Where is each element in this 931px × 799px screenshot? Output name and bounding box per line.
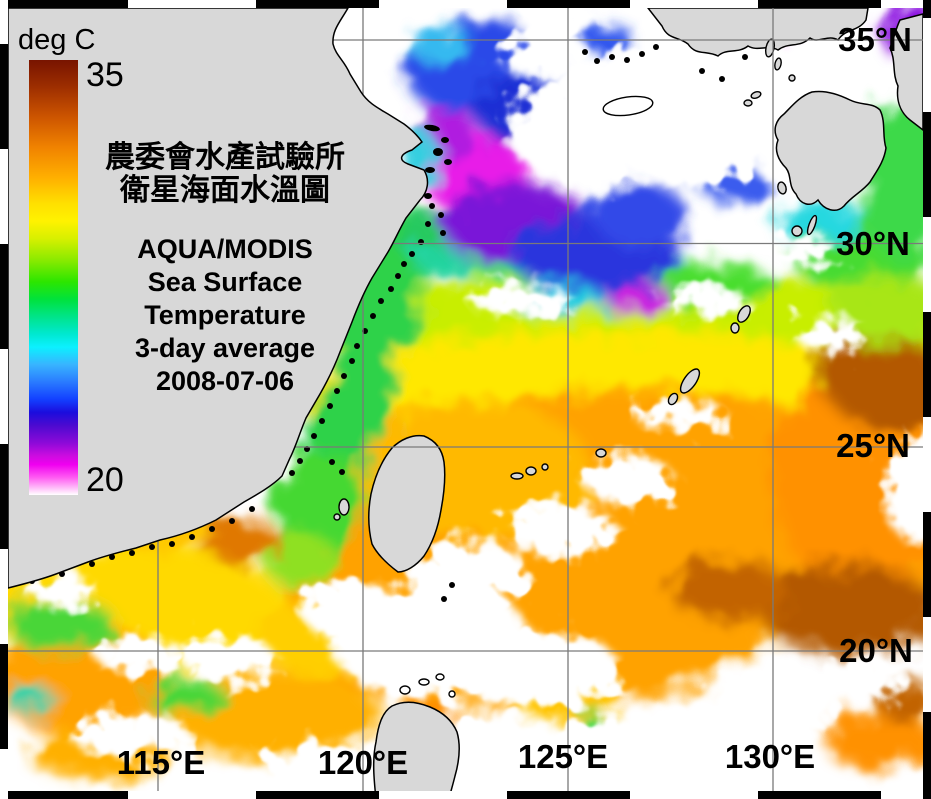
title-product-line2: Temperature	[144, 300, 306, 330]
map-frame-top	[0, 0, 931, 8]
lon-label-115e: 115°E	[116, 744, 206, 781]
lat-label-30n: 30°N	[836, 225, 910, 262]
cloud-nodata-patches	[25, 6, 931, 795]
lat-label-25n: 25°N	[836, 427, 910, 464]
colorbar-units-label: deg C	[18, 24, 96, 56]
lat-label-35n: 35°N	[838, 21, 912, 58]
land-taiwan	[368, 434, 446, 573]
title-zh-line2: 衛星海面水溫圖	[120, 174, 330, 207]
lon-label-125e: 125°E	[517, 738, 609, 775]
map-frame-left	[0, 0, 8, 799]
map-frame-right	[923, 0, 931, 799]
land-honshu	[889, 13, 924, 132]
title-date: 2008-07-06	[155, 366, 295, 396]
colorbar-max-label: 35	[86, 56, 124, 94]
land-china	[7, 7, 429, 589]
temperature-colorbar	[29, 60, 78, 495]
title-zh-line1: 農委會水產試驗所	[105, 141, 345, 174]
land-islands	[368, 7, 924, 799]
lon-label-130e: 130°E	[724, 738, 816, 775]
colorbar-min-label: 20	[86, 461, 124, 499]
lat-label-20n: 20°N	[839, 632, 913, 669]
lon-label-120e: 120°E	[317, 744, 409, 781]
land-luzon	[372, 701, 460, 799]
map-title-block: 農委會水產試驗所 衛星海面水溫圖 AQUA/MODIS Sea Surface …	[70, 141, 380, 398]
land-china-mainland	[7, 7, 429, 589]
title-sensor: AQUA/MODIS	[137, 234, 313, 264]
map-frame-bottom	[0, 791, 931, 799]
title-product-line1: Sea Surface	[147, 267, 303, 297]
land-kyushu	[774, 90, 887, 211]
title-average-period: 3-day average	[134, 333, 316, 363]
